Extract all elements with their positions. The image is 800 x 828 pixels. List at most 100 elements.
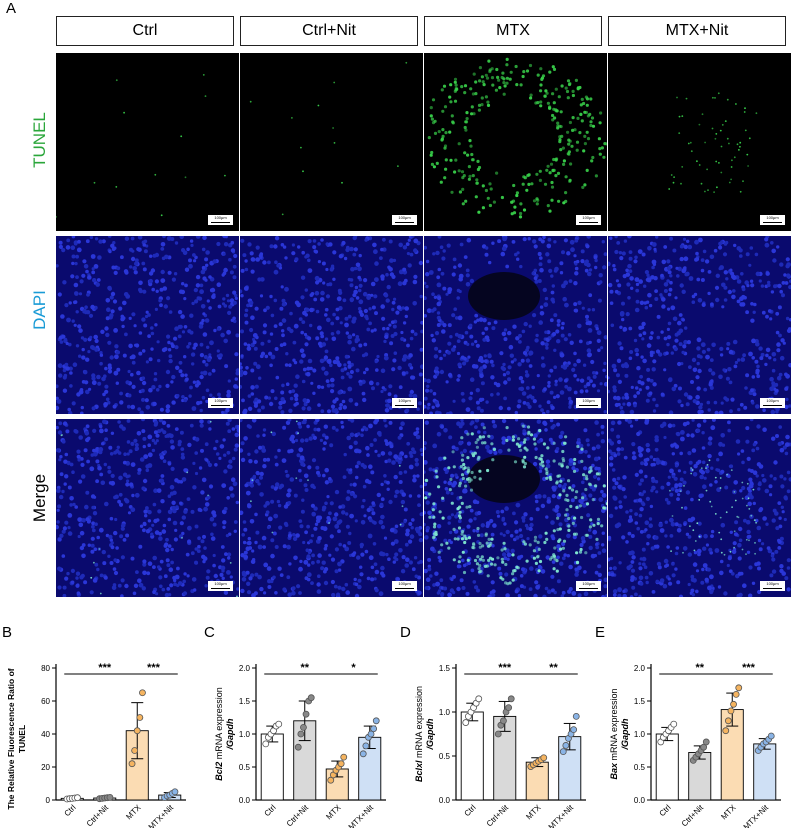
data-point [500,717,507,725]
data-point [702,738,710,746]
micrograph-tunel-ctrl-nit: 100μm [240,53,423,231]
micrograph-tunel-mtx: 100μm [424,53,607,231]
y-tick-label: 0.5 [239,763,251,772]
x-tick-label: Ctrl+Nit [85,803,111,828]
x-tick-label: Ctrl [657,803,672,818]
data-point [724,717,732,725]
chart-b-tunel-ratio: The Relative Fluorescence Ratio of TUNEL 0… [6,662,186,828]
data-point [570,726,578,733]
data-point [302,710,310,718]
y-tick-label: 2.0 [239,664,251,673]
data-point [367,730,375,738]
data-point [139,689,146,697]
scale-bar: 100μm [760,398,785,408]
data-point [735,684,743,692]
x-tick-label: MTX+Nit [547,803,576,828]
micrograph-tunel-mtx-nit: 100μm [608,53,791,231]
data-point [462,719,470,726]
micrograph-dapi-ctrl: 100μm [56,236,239,414]
scale-bar: 100μm [392,398,417,408]
data-point [700,743,708,751]
significance-label: *** [742,662,756,674]
data-point [133,727,141,735]
y-tick-label: 1.0 [634,730,646,739]
chart-e-bax: Bax mRNA expression/Gapdh 0.0 0.5 1.0 1.5 2.0… [609,662,781,828]
y-tick-label: 0.0 [634,796,646,805]
micrograph-merge-mtx-nit: 100μm [608,419,791,597]
y-tick-label: 60 [41,697,50,706]
x-tick-label: MTX+Nit [147,803,176,828]
data-point [370,725,378,733]
micrograph-dapi-mtx: 100μm [424,236,607,414]
y-tick-label: 80 [41,664,50,673]
row-label-tunel: TUNEL [30,112,49,168]
data-point [362,742,370,750]
x-tick-label: MTX [324,803,343,822]
scale-bar: 100μm [208,215,233,225]
scale-bar: 100μm [392,215,417,225]
data-point [340,753,348,761]
scale-bar: 100μm [760,581,785,591]
data-point [171,788,179,796]
row-label-dapi: DAPI [30,290,49,330]
y-tick-label: 20 [41,763,50,772]
significance-label: ** [549,662,558,674]
data-point [297,730,305,738]
data-point [136,714,144,721]
data-point [294,743,302,751]
x-tick-label: Ctrl [462,803,477,818]
panel-letter-a: A [6,0,17,17]
significance-label: * [351,662,356,674]
column-header-mtx-nit: MTX+Nit [608,16,786,46]
x-tick-label: MTX+Nit [742,803,771,828]
data-point [730,700,737,708]
y-tick-label: 40 [41,730,50,739]
scale-bar: 100μm [208,581,233,591]
x-tick-label: Ctrl+Nit [285,803,311,828]
data-point [307,694,315,702]
scale-bar: 100μm [576,215,601,225]
x-tick-label: MTX [524,803,543,822]
y-axis-label-line2: TUNEL [17,725,27,753]
chart-c-bcl2: Bcl2 mRNA expression/Gapdh 0.0 0.5 1.0 1.5 2.… [214,662,386,828]
data-point [359,750,367,758]
data-point [727,707,735,715]
data-point [732,691,740,698]
x-tick-label: Ctrl [262,803,277,818]
column-header-ctrl-nit: Ctrl+Nit [240,16,418,46]
column-header-ctrl: Ctrl [56,16,234,46]
scale-bar: 100μm [576,398,601,408]
micrograph-merge-mtx: 100μm [424,419,607,597]
y-axis-label: The Relative Fluorescence Ratio of [6,668,16,809]
x-tick-label: Ctrl [62,803,77,818]
y-tick-label: 0.0 [439,796,451,805]
data-point [128,760,136,768]
micrograph-dapi-mtx-nit: 100μm [608,236,791,414]
scale-bar: 100μm [392,581,417,591]
y-tick-label: 0.5 [634,763,646,772]
y-tick-label: 1.5 [239,697,251,706]
y-axis-label: Bclxl mRNA expression [414,686,424,782]
y-tick-label: 0.0 [239,796,251,805]
y-tick-label: 1.5 [439,664,451,673]
data-point [722,727,730,735]
y-axis-label-line2: /Gapdh [620,718,630,751]
micrograph-merge-ctrl: 100μm [56,419,239,597]
y-tick-label: 2.0 [634,664,646,673]
data-point [572,713,580,720]
y-axis-label: Bax mRNA expression [609,688,619,779]
significance-label: *** [147,662,161,674]
x-tick-label: MTX [719,803,738,822]
scale-bar: 100μm [208,398,233,408]
row-label-merge: Merge [30,473,49,523]
data-point [131,747,139,754]
significance-label: *** [498,662,512,674]
data-point [300,724,307,731]
data-point [337,760,345,768]
micrograph-dapi-ctrl-nit: 100μm [240,236,423,414]
micrograph-tunel-ctrl: 100μm [56,53,239,231]
significance-label: ** [300,662,309,674]
scale-bar: 100μm [760,215,785,225]
x-tick-label: MTX+Nit [347,803,376,828]
data-point [106,793,114,801]
